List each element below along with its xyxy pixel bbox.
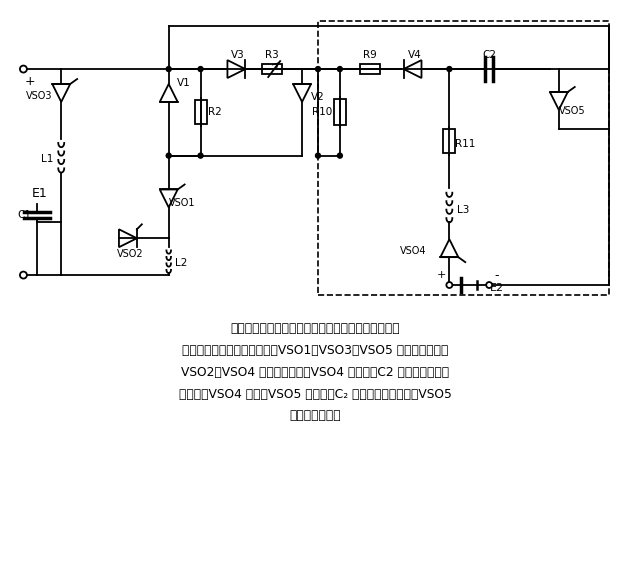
Text: R9: R9	[363, 50, 377, 60]
Text: V4: V4	[408, 50, 422, 60]
Text: L1: L1	[41, 153, 54, 164]
Text: C2: C2	[482, 50, 496, 60]
Circle shape	[447, 66, 452, 72]
Text: V3: V3	[230, 50, 244, 60]
Text: VSO5: VSO5	[558, 106, 585, 116]
Bar	[360, 64, 380, 74]
Bar	[444, 129, 456, 153]
Text: E1: E1	[32, 187, 47, 200]
Text: L2: L2	[175, 258, 188, 268]
Text: V2: V2	[311, 92, 325, 102]
Circle shape	[316, 153, 321, 158]
Bar	[194, 100, 206, 124]
Circle shape	[338, 153, 343, 158]
Text: +: +	[25, 74, 36, 88]
Text: L3: L3	[457, 205, 469, 215]
Circle shape	[198, 66, 203, 72]
Text: 程度时，VSO4 截止。VSO5 导通时，C₂ 放电，放电结束后，VSO5: 程度时，VSO4 截止。VSO5 导通时，C₂ 放电，放电结束后，VSO5	[179, 388, 451, 400]
Text: E2: E2	[490, 283, 504, 293]
Text: 也就自行关断。: 也就自行关断。	[289, 410, 341, 422]
Circle shape	[20, 272, 27, 279]
Circle shape	[446, 282, 452, 288]
Bar	[334, 99, 346, 125]
Circle shape	[166, 153, 171, 158]
Circle shape	[486, 282, 492, 288]
Text: 虚线部分为高压前尖顶电路，VSO1、VSO3、VSO5 同时触发导通，: 虚线部分为高压前尖顶电路，VSO1、VSO3、VSO5 同时触发导通，	[182, 344, 448, 357]
Text: VSO4: VSO4	[400, 246, 427, 256]
Circle shape	[338, 66, 343, 72]
Text: R3: R3	[265, 50, 279, 60]
Circle shape	[198, 153, 203, 158]
Text: R11: R11	[455, 138, 476, 149]
Text: R2: R2	[208, 107, 221, 117]
Circle shape	[166, 66, 171, 72]
Text: -: -	[495, 268, 499, 282]
Text: VSO1: VSO1	[169, 198, 196, 208]
Circle shape	[20, 66, 27, 73]
Bar	[262, 64, 282, 74]
Text: 所示为双电源复合式晶闸管脉冲电源的主电路。图中: 所示为双电源复合式晶闸管脉冲电源的主电路。图中	[230, 322, 400, 335]
Text: R10: R10	[312, 107, 332, 117]
Text: C1: C1	[18, 211, 32, 220]
Text: VSO3: VSO3	[26, 91, 52, 101]
Bar	[318, 21, 608, 295]
Text: VSO2: VSO2	[117, 249, 143, 259]
Circle shape	[316, 66, 321, 72]
Text: V1: V1	[177, 78, 191, 88]
Text: +: +	[437, 270, 446, 280]
Text: VSO2、VSO4 同时触发导通。VSO4 导通时，C2 充电，充到一定: VSO2、VSO4 同时触发导通。VSO4 导通时，C2 充电，充到一定	[181, 366, 449, 379]
